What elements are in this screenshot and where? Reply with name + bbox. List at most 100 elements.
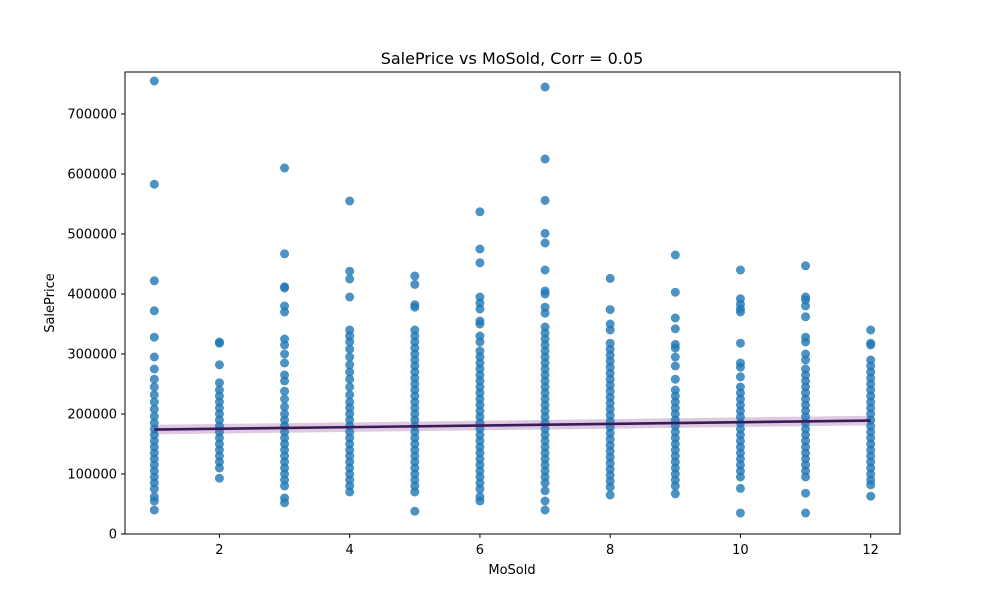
data-point xyxy=(801,337,811,347)
data-point xyxy=(801,488,811,498)
data-point xyxy=(410,279,420,289)
x-tick-label: 8 xyxy=(606,543,614,558)
data-point xyxy=(280,376,290,386)
data-point xyxy=(670,352,680,362)
y-axis: 0 100000 200000 300000 400000 500000 600000 700… xyxy=(67,108,125,543)
data-point xyxy=(540,478,550,488)
data-point xyxy=(149,404,159,414)
data-point xyxy=(866,480,876,490)
data-point xyxy=(475,496,485,506)
data-point xyxy=(345,382,355,392)
x-tick-label: 4 xyxy=(346,543,354,558)
chart-title: SalePrice vs MoSold, Corr = 0.05 xyxy=(381,49,644,68)
data-point xyxy=(280,349,290,359)
data-point xyxy=(149,382,159,392)
y-tick-label: 700000 xyxy=(67,108,117,123)
data-point xyxy=(801,261,811,271)
data-point xyxy=(149,496,159,506)
data-point xyxy=(475,337,485,347)
data-point xyxy=(475,244,485,254)
data-point xyxy=(540,238,550,248)
data-point xyxy=(801,508,811,518)
data-point xyxy=(605,482,615,492)
data-point xyxy=(540,289,550,299)
data-point xyxy=(214,473,224,483)
data-point xyxy=(149,306,159,316)
data-point xyxy=(149,364,159,374)
data-point xyxy=(345,274,355,284)
data-point xyxy=(280,394,290,404)
y-tick-label: 400000 xyxy=(67,288,117,303)
data-point xyxy=(280,498,290,508)
data-point xyxy=(280,163,290,173)
data-point xyxy=(345,292,355,302)
data-point xyxy=(345,337,355,347)
data-point xyxy=(670,361,680,371)
data-point xyxy=(540,308,550,318)
data-point xyxy=(540,265,550,275)
data-point xyxy=(735,483,745,493)
data-point xyxy=(149,276,159,286)
y-tick-label: 100000 xyxy=(67,468,117,483)
data-point xyxy=(214,338,224,348)
data-point xyxy=(670,481,680,491)
data-point xyxy=(735,265,745,275)
data-point xyxy=(670,313,680,323)
data-point xyxy=(280,307,290,317)
data-point xyxy=(735,372,745,382)
data-point xyxy=(605,305,615,315)
data-point xyxy=(149,179,159,189)
data-point xyxy=(214,360,224,370)
x-tick-label: 10 xyxy=(732,543,749,558)
data-point xyxy=(670,489,680,499)
data-point xyxy=(149,505,159,515)
data-point xyxy=(670,343,680,353)
data-point xyxy=(866,491,876,501)
data-point xyxy=(214,378,224,388)
data-point xyxy=(801,355,811,365)
data-point xyxy=(345,374,355,384)
data-point xyxy=(801,312,811,322)
data-point xyxy=(540,496,550,506)
data-point xyxy=(735,307,745,317)
data-point xyxy=(345,344,355,354)
data-point xyxy=(540,505,550,515)
data-point xyxy=(670,324,680,334)
data-point xyxy=(149,390,159,400)
data-point xyxy=(410,271,420,281)
data-point xyxy=(410,302,420,312)
data-point xyxy=(345,196,355,206)
data-point xyxy=(345,367,355,377)
data-point xyxy=(149,411,159,421)
data-point xyxy=(605,325,615,335)
data-point xyxy=(475,304,485,314)
data-point xyxy=(735,338,745,348)
data-point xyxy=(735,472,745,482)
y-tick-label: 500000 xyxy=(67,228,117,243)
plot-frame xyxy=(124,71,901,535)
data-point xyxy=(670,287,680,297)
data-point xyxy=(801,472,811,482)
data-point xyxy=(345,360,355,370)
regression-line xyxy=(154,419,871,431)
data-point xyxy=(280,340,290,350)
data-point xyxy=(540,486,550,496)
data-point xyxy=(149,332,159,342)
data-point xyxy=(149,484,159,494)
data-point xyxy=(149,397,159,407)
data-point xyxy=(280,386,290,396)
x-tick-label: 12 xyxy=(862,543,879,558)
points-layer xyxy=(149,76,876,518)
y-tick-label: 600000 xyxy=(67,168,117,183)
data-point xyxy=(670,250,680,260)
data-point xyxy=(149,374,159,384)
data-point xyxy=(735,362,745,372)
y-tick-label: 200000 xyxy=(67,408,117,423)
data-point xyxy=(149,76,159,86)
data-point xyxy=(345,487,355,497)
y-axis-label: SalePrice xyxy=(43,273,58,333)
data-point xyxy=(801,301,811,311)
data-point xyxy=(475,484,485,494)
